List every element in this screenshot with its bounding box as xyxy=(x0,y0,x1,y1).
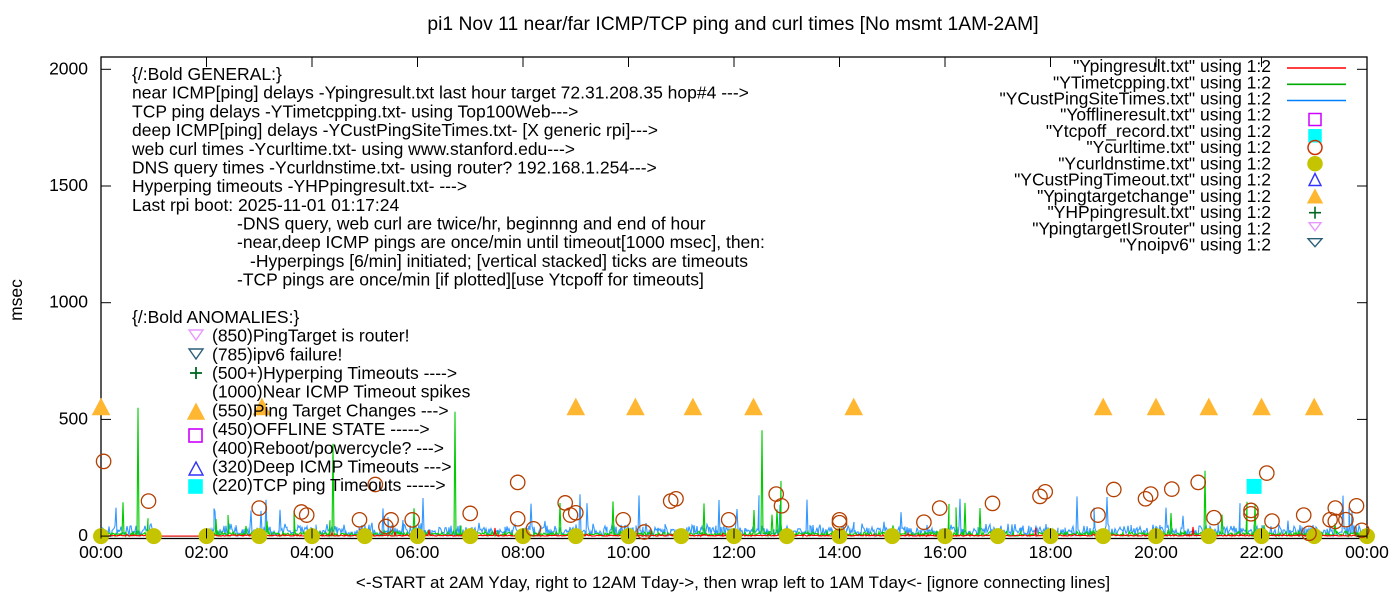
svg-text:msec: msec xyxy=(6,279,26,321)
svg-text:00:00: 00:00 xyxy=(1345,542,1389,562)
svg-text:04:00: 04:00 xyxy=(290,542,334,562)
svg-text:08:00: 08:00 xyxy=(501,542,545,562)
svg-text:web curl times -Ycurltime.txt-: web curl times -Ycurltime.txt- using www… xyxy=(131,139,575,159)
svg-text:(550)Ping Target Changes --->: (550)Ping Target Changes ---> xyxy=(212,400,449,420)
svg-text:02:00: 02:00 xyxy=(185,542,229,562)
svg-text:14:00: 14:00 xyxy=(818,542,862,562)
svg-text:10:00: 10:00 xyxy=(607,542,651,562)
svg-text:TCP ping delays -YTimetcpping.: TCP ping delays -YTimetcpping.txt- using… xyxy=(132,101,578,121)
svg-text:-near,deep ICMP pings are once: -near,deep ICMP pings are once/min until… xyxy=(237,232,765,252)
svg-text:deep ICMP[ping] delays -YCustP: deep ICMP[ping] delays -YCustPingSiteTim… xyxy=(132,120,658,140)
svg-text:(850)PingTarget is router!: (850)PingTarget is router! xyxy=(212,326,409,346)
svg-text:near ICMP[ping] delays -Ypingr: near ICMP[ping] delays -Ypingresult.txt … xyxy=(132,83,749,103)
svg-text:{/:Bold GENERAL:}: {/:Bold GENERAL:} xyxy=(132,64,282,84)
svg-text:{/:Bold ANOMALIES:}: {/:Bold ANOMALIES:} xyxy=(132,307,299,327)
svg-text:(400)Reboot/powercycle? --->: (400)Reboot/powercycle? ---> xyxy=(212,438,444,458)
svg-text:06:00: 06:00 xyxy=(396,542,440,562)
svg-text:"Ynoipv6" using 1:2: "Ynoipv6" using 1:2 xyxy=(1119,235,1271,255)
svg-text:DNS query times -Ycurldnstime.: DNS query times -Ycurldnstime.txt- using… xyxy=(132,157,657,177)
svg-text:(220)TCP ping Timeouts ----->: (220)TCP ping Timeouts -----> xyxy=(212,475,446,495)
svg-text:-Hyperpings [6/min] initiated;: -Hyperpings [6/min] initiated; [vertical… xyxy=(250,251,748,271)
svg-text:(1000)Near ICMP Timeout spikes: (1000)Near ICMP Timeout spikes xyxy=(212,382,471,402)
svg-text:(785)ipv6 failure!: (785)ipv6 failure! xyxy=(212,344,342,364)
svg-text:(500+)Hyperping Timeouts ---->: (500+)Hyperping Timeouts ----> xyxy=(212,363,457,383)
svg-text:12:00: 12:00 xyxy=(712,542,756,562)
svg-text:Last rpi boot: 2025-11-01 01:1: Last rpi boot: 2025-11-01 01:17:24 xyxy=(132,195,400,215)
svg-text:20:00: 20:00 xyxy=(1134,542,1178,562)
svg-text:Hyperping timeouts -YHPpingres: Hyperping timeouts -YHPpingresult.txt- -… xyxy=(132,176,467,196)
svg-text:-TCP pings are once/min [if pl: -TCP pings are once/min [if plotted][use… xyxy=(237,270,704,290)
svg-text:(320)Deep ICMP Timeouts --->: (320)Deep ICMP Timeouts ---> xyxy=(212,457,451,477)
svg-text:1500: 1500 xyxy=(49,175,88,195)
svg-text:(450)OFFLINE STATE ----->: (450)OFFLINE STATE -----> xyxy=(212,419,430,439)
svg-text:16:00: 16:00 xyxy=(923,542,967,562)
svg-text:2000: 2000 xyxy=(49,58,88,78)
svg-text:18:00: 18:00 xyxy=(1029,542,1073,562)
svg-text:pi1 Nov 11 near/far ICMP/TCP: pi1 Nov 11 near/far ICMP/TCP ping and cu… xyxy=(427,14,1038,35)
svg-text:-DNS query, web curl are twice: -DNS query, web curl are twice/hr, begin… xyxy=(237,214,706,234)
svg-text:22:00: 22:00 xyxy=(1240,542,1284,562)
svg-text:<-START at 2AM Yday, right to: <-START at 2AM Yday, right to 12AM Tday-… xyxy=(356,573,1110,592)
svg-text:500: 500 xyxy=(59,408,88,428)
svg-text:1000: 1000 xyxy=(49,292,88,312)
svg-text:00:00: 00:00 xyxy=(79,542,123,562)
